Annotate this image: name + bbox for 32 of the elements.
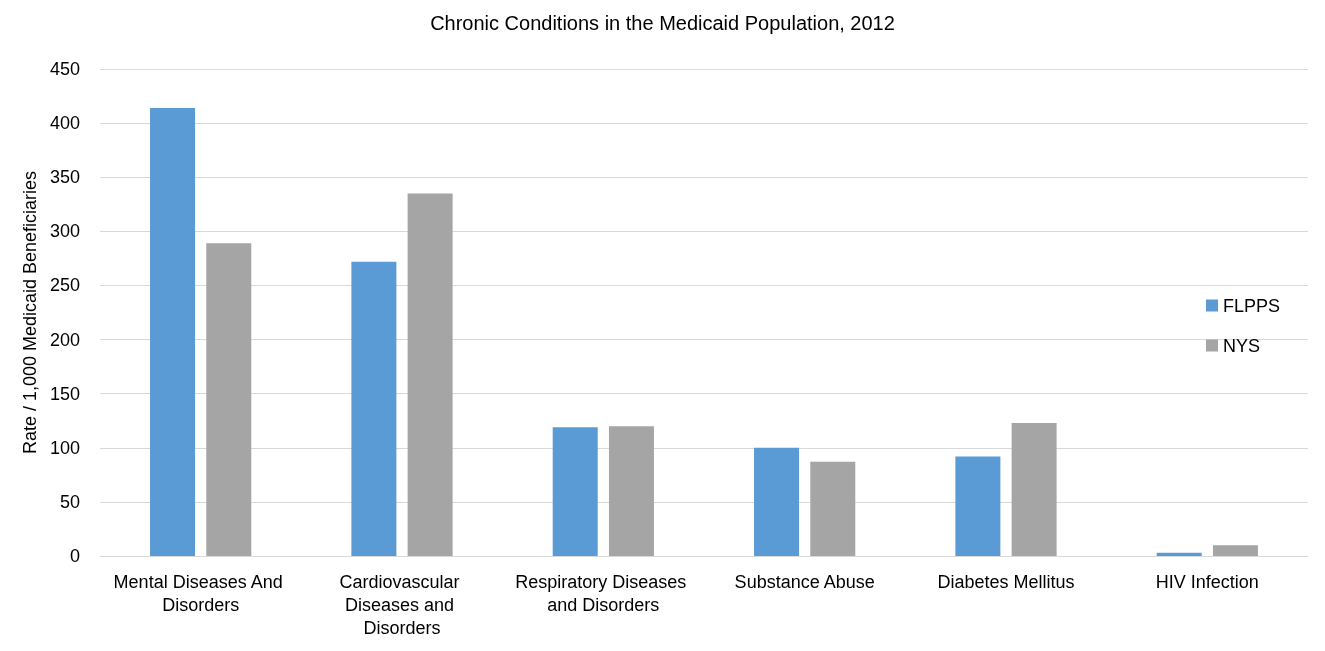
bar [552,427,598,556]
x-tick-label: Substance Abuse [734,571,875,592]
y-tick-label: 450 [49,59,80,79]
x-tick-label: Mental Diseases And Disorders [113,571,288,615]
bar [1212,545,1258,556]
y-tick-label: 250 [49,275,80,296]
bar [150,107,196,556]
y-tick-label: 150 [49,383,80,404]
y-tick-label: 200 [49,329,80,350]
x-tick-label: HIV Infection [1155,571,1259,592]
y-axis-title: Rate / 1,000 Medicaid Beneficiaries [20,170,41,455]
y-tick-label: 400 [49,113,80,134]
bar [955,456,1001,556]
bar [407,193,453,556]
y-tick-label: 100 [49,437,80,458]
chart-title: Chronic Conditions in the Medicaid Population, 2012 [430,12,895,34]
bar [351,261,397,556]
legend-label: FLPPS [1222,295,1281,316]
y-tick-label: 350 [49,167,80,188]
x-tick-label: Cardiovascular Diseases and Disorders [339,571,465,638]
bar [1156,552,1202,556]
bar [1011,422,1057,556]
y-tick-label: 300 [49,221,80,242]
bar [754,447,800,556]
bar [608,426,654,556]
y-tick-label: 50 [59,491,80,512]
bar [206,243,252,556]
x-tick-label: Respiratory Diseases and Disorders [515,571,692,615]
y-tick-label: 0 [69,546,80,566]
x-tick-label: Diabetes Mellitus [937,571,1075,592]
legend-label: NYS [1222,335,1260,356]
bar [810,461,856,556]
